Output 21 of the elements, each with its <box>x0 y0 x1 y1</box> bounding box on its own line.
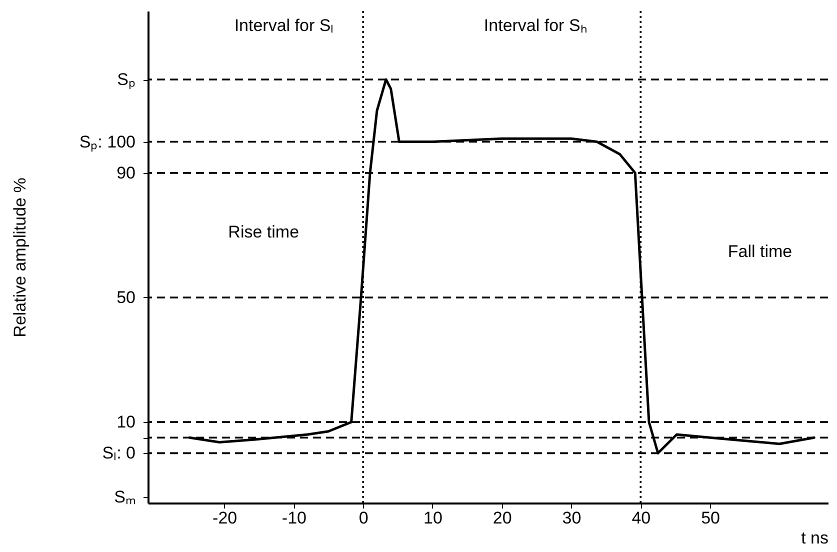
y-tick-label: Sₗ: 0 <box>102 444 136 463</box>
y-tick-label: 10 <box>116 412 136 432</box>
x-tick-label: 0 <box>358 508 368 528</box>
x-tick-label: 10 <box>424 508 442 528</box>
x-tick-label: 50 <box>701 508 720 528</box>
y-tick-label: Sₚ <box>117 70 136 90</box>
x-tick-label: -20 <box>212 508 238 528</box>
x-axis-title: t ns <box>801 528 828 548</box>
y-tick-label: Sₚ: 100 <box>79 132 136 152</box>
annotation: Interval for Sₕ <box>484 16 588 35</box>
y-tick-label: 90 <box>116 163 136 182</box>
x-tick-label: 40 <box>632 508 651 528</box>
y-tick-label: 50 <box>116 288 136 307</box>
x-tick-label: -10 <box>282 508 307 528</box>
x-tick-label: 20 <box>492 508 512 528</box>
y-tick-label: Sₘ <box>114 487 136 506</box>
annotation: Interval for Sₗ <box>234 16 334 35</box>
annotation: Fall time <box>728 242 792 262</box>
annotation: Rise time <box>228 222 300 242</box>
x-tick-label: 30 <box>562 508 582 528</box>
y-axis-title: Relative amplitude % <box>10 178 30 338</box>
